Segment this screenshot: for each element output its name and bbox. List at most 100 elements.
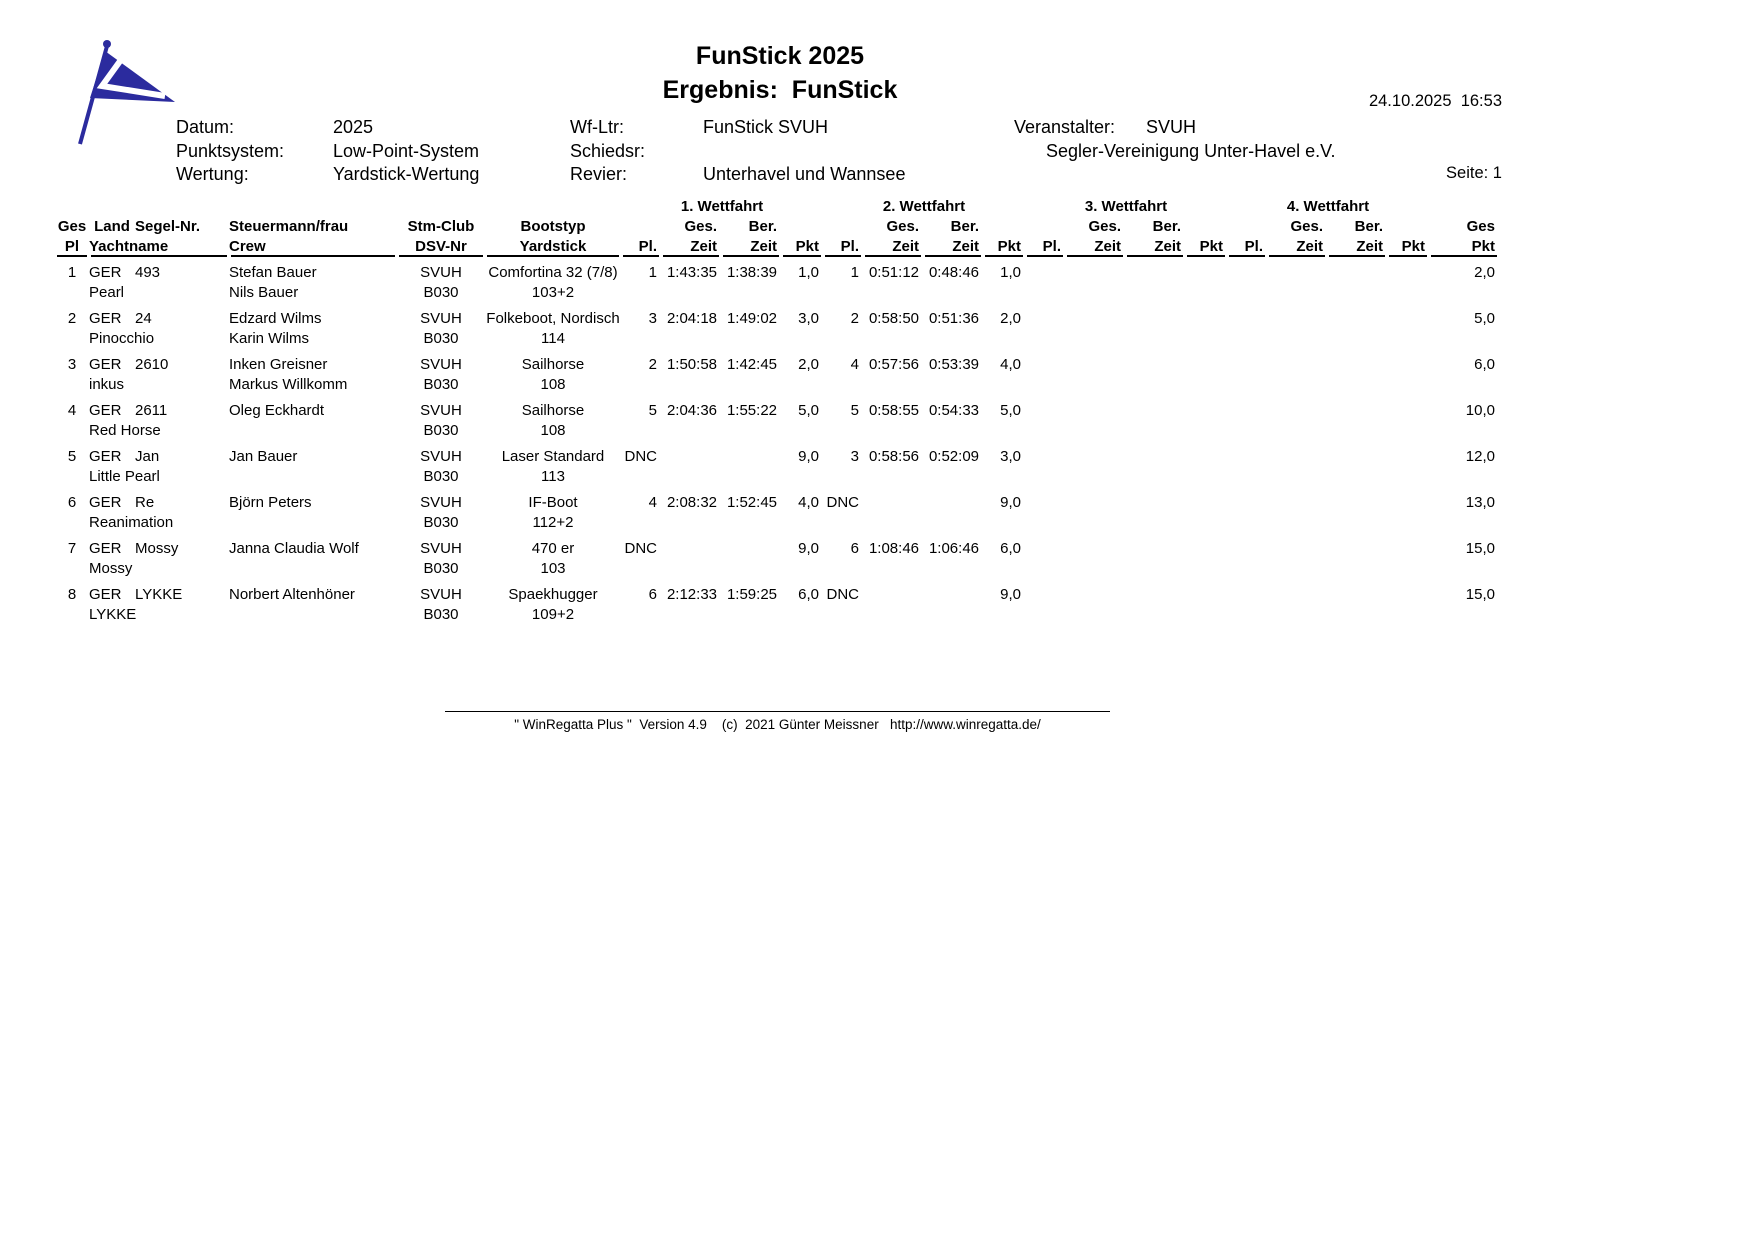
cell-race-geszeit <box>863 487 923 533</box>
punktsystem-value: Low-Point-System <box>333 141 480 161</box>
cell-race-geszeit <box>1065 349 1125 395</box>
cell-boat-id: GER 24 Pinocchio <box>89 303 229 349</box>
regatta-info: Datum: 2025 Punktsystem: Low-Point-Syste… <box>55 117 1505 189</box>
cell-club: SVUH B030 <box>397 487 485 533</box>
cell-race-geszeit <box>1065 533 1125 579</box>
cell-race-geszeit: 1:08:46 <box>868 540 919 557</box>
cell-race-geszeit <box>1065 257 1125 303</box>
cell-race-geszeit <box>1267 579 1327 625</box>
cell-club: SVUH B030 <box>397 349 485 395</box>
col-ges-zeit: Ges. <box>886 218 919 235</box>
cell-race-pl <box>1227 303 1267 349</box>
cell-race-pl: DNC <box>624 448 658 465</box>
cell-race-pkt: 4,0 <box>1000 356 1021 373</box>
col-yardstick: Yardstick <box>485 237 621 257</box>
col-race-pl: Pl. <box>621 237 661 257</box>
cell-race-pkt: 5,0 <box>798 402 819 419</box>
cell-yardstick: 114 <box>541 330 565 347</box>
cell-race-berzeit: 1:49:02 <box>726 310 777 327</box>
page-subtitle: Ergebnis: FunStick <box>662 76 898 104</box>
cell-boot: 470 er 103 <box>485 533 621 579</box>
column-header-row-bottom: Pl Yachtname Crew DSV-Nr Yardstick Pl. Zeit Zei… <box>55 237 1499 257</box>
cell-yachtname: Reanimation <box>89 514 174 531</box>
cell-race-pkt <box>1387 579 1429 625</box>
cell-boat-id: GER 2610 inkus <box>89 349 229 395</box>
cell-race-pl <box>1025 395 1065 441</box>
cell-yachtname: Red Horse <box>89 422 161 439</box>
cell-race-pkt <box>1185 487 1227 533</box>
cell-race-geszeit <box>1267 441 1327 487</box>
cell-race-berzeit: 0:54:33 <box>928 402 979 419</box>
cell-land: GER <box>89 540 122 557</box>
cell-race-pl <box>1227 349 1267 395</box>
cell-boot: Sailhorse 108 <box>485 349 621 395</box>
cell-race-pkt <box>1185 395 1227 441</box>
cell-dsvnr: B030 <box>423 422 459 439</box>
cell-race-geszeit <box>1065 441 1125 487</box>
cell-gespkt: 13,0 <box>1465 494 1495 511</box>
cell-segelnr: Re <box>135 494 155 511</box>
col-pl: Pl <box>55 237 89 257</box>
cell-race-berzeit <box>1327 303 1387 349</box>
cell-yachtname: Little Pearl <box>89 468 160 485</box>
cell-race-pl <box>1227 533 1267 579</box>
col-ges-zeit: Ges. <box>684 218 717 235</box>
spacer-cell <box>55 197 621 217</box>
cell-yardstick: 103 <box>540 560 566 577</box>
cell-pl: 6 <box>67 494 77 511</box>
result-row: 4 GER 2611 Red Horse Oleg Eckhardt SVUH B030 Sa… <box>55 395 1499 441</box>
cell-race-pl: 4 <box>850 356 859 373</box>
cell-race-pkt: 9,0 <box>798 540 819 557</box>
datum-value: 2025 <box>333 117 374 137</box>
cell-race-berzeit: 1:42:45 <box>726 356 777 373</box>
col-ber-zeit: Ber. <box>1152 218 1181 235</box>
cell-race-pl: 4 <box>648 494 657 511</box>
column-header-row-top: Ges Land Segel-Nr. Steuermann/frau Stm-Club B… <box>55 217 1499 237</box>
cell-crewname <box>229 421 397 441</box>
cell-gespkt: 10,0 <box>1465 402 1495 419</box>
cell-crew: Stefan Bauer Nils Bauer <box>229 257 397 303</box>
result-row: 2 GER 24 Pinocchio Edzard Wilms Karin Wilms SV… <box>55 303 1499 349</box>
cell-race-pkt <box>1387 533 1429 579</box>
cell-pl: 5 <box>67 448 77 465</box>
cell-race-pl: 6 <box>648 586 657 603</box>
schiedsr-label: Schiedsr: <box>570 141 646 161</box>
cell-race-pl <box>1025 257 1065 303</box>
cell-boat-id: GER 2611 Red Horse <box>89 395 229 441</box>
cell-crew: Jan Bauer <box>229 441 397 487</box>
cell-race-geszeit: 1:43:35 <box>666 264 717 281</box>
cell-race-pkt <box>1387 441 1429 487</box>
cell-race-berzeit <box>1125 303 1185 349</box>
cell-race-geszeit <box>661 441 721 487</box>
cell-land: GER <box>89 586 122 603</box>
cell-race-pkt <box>1185 533 1227 579</box>
cell-race-geszeit <box>1065 303 1125 349</box>
cell-race-berzeit <box>721 441 781 487</box>
cell-race-geszeit: 2:12:33 <box>666 586 717 603</box>
col-ber-zeit: Ber. <box>950 218 979 235</box>
cell-boot: Sailhorse 108 <box>485 395 621 441</box>
cell-race-pl: DNC <box>624 540 658 557</box>
revier-label: Revier: <box>570 164 628 184</box>
cell-club: SVUH B030 <box>397 441 485 487</box>
cell-race-geszeit <box>661 533 721 579</box>
cell-crewname: Markus Willkomm <box>229 376 348 393</box>
cell-race-pl: DNC <box>826 494 860 511</box>
cell-dsvnr: B030 <box>423 514 459 531</box>
footer-credit: " WinRegatta Plus " Version 4.9 (c) 2021… <box>514 717 1041 732</box>
cell-race-pl <box>1025 579 1065 625</box>
cell-race-geszeit: 2:04:18 <box>666 310 717 327</box>
col-race-pkt: Pkt <box>781 237 823 257</box>
page-number: Seite: 1 <box>1446 164 1502 182</box>
col-race-zeit: Zeit <box>1125 237 1185 257</box>
cell-steuermann: Inken Greisner <box>229 356 328 373</box>
veranstalter-label: Veranstalter: <box>1014 117 1116 137</box>
cell-boat-id: GER LYKKE LYKKE <box>89 579 229 625</box>
cell-race-pkt <box>1185 257 1227 303</box>
cell-race-pl <box>1025 441 1065 487</box>
cell-race-pkt <box>1387 487 1429 533</box>
cell-race-geszeit <box>1267 349 1327 395</box>
cell-segelnr: LYKKE <box>135 586 183 603</box>
cell-race-geszeit: 2:04:36 <box>666 402 717 419</box>
col-race-pkt: Pkt <box>983 237 1025 257</box>
